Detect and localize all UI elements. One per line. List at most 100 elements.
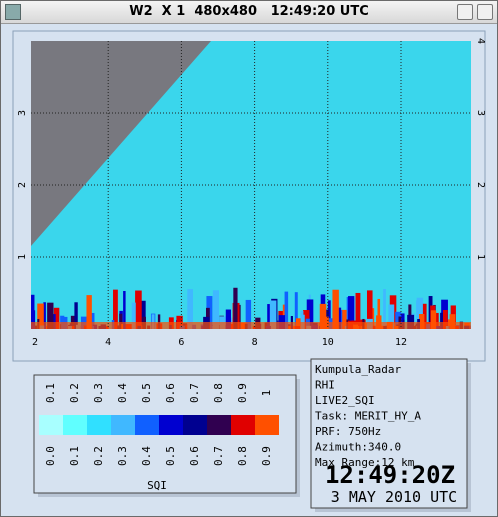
echo [319,303,327,329]
legend-lower-label: 0.8 [236,446,249,466]
echo [47,302,54,329]
echo [327,300,331,329]
echo [407,314,415,329]
x-tick-label: 12 [395,337,407,348]
echo [348,296,355,329]
echo [418,314,425,329]
legend-upper-label: 0.1 [44,383,57,403]
legend-lower-label: 0.4 [140,446,153,466]
legend-swatch [135,415,159,435]
legend-swatch [183,415,207,435]
echo [151,314,155,329]
echo [377,298,381,329]
legend-lower-label: 0.1 [68,446,81,466]
echo [245,299,252,329]
echo [135,290,142,329]
legend-swatch [255,415,279,435]
legend-swatch [231,415,255,435]
echo [300,310,304,329]
echo [337,307,342,329]
legend-upper-label: 0.4 [116,383,129,403]
legend-lower-label: 0.2 [92,446,105,466]
plot-frame [12,30,486,362]
legend: 0.1 0.0 0.2 0.1 0.3 0.2 0.4 0.3 0.5 0.4 0.6 0.5 0.7 0… [39,383,279,466]
window-title: W2 X 1 480x480 12:49:20 UTC [129,4,369,19]
legend-upper-label: 0.6 [164,383,177,403]
echo [123,291,126,329]
echo [233,287,238,329]
echo [86,295,92,329]
info-box [310,358,468,509]
echo [346,297,349,329]
echo [113,289,118,329]
echo [440,312,443,329]
echo [395,311,402,329]
info-line: LIVE2_SQI [315,394,375,407]
echo [366,290,373,329]
echo [119,313,123,329]
legend-lower-label: 0.5 [164,446,177,466]
echo [139,300,146,329]
echo [383,288,386,329]
legend-swatch [63,415,87,435]
info-time: 12:49:20Z [325,461,455,489]
info-line: Max Range:12 km [315,456,415,469]
legend-upper-label: 0.9 [236,383,249,403]
x-tick-label: 2 [32,337,38,348]
legend-swatch [111,415,135,435]
info-line: PRF: 750Hz [315,425,381,438]
echo [302,314,305,329]
info-line: RHI [315,379,335,392]
echo [332,289,339,329]
window-icon[interactable] [5,4,21,20]
legend-lower-label: 0.3 [116,446,129,466]
minimize-button[interactable] [457,4,473,20]
echo [187,289,193,329]
echo [74,302,78,329]
legend-upper-label: 0.3 [92,383,105,403]
y-tick-label: 1 [17,254,28,260]
echo [422,303,427,329]
legend-upper-label: 0.8 [212,383,225,403]
maximize-button[interactable] [477,4,493,20]
echo [388,304,395,329]
info-line: Kumpula_Radar [315,363,401,376]
ground-echo [31,322,471,329]
info-date: 3 MAY 2010 UTC [331,488,457,506]
echo [31,310,36,329]
echo [225,309,232,329]
echo [267,304,272,329]
legend-swatch [207,415,231,435]
y-tick-label: 1 [475,254,486,260]
y-tick-label: 4 [475,38,486,44]
x-tick-label: 4 [105,337,111,348]
echo [399,313,405,329]
info-line: Azimuth:340.0 [315,441,401,454]
echo [212,290,219,329]
legend-upper-label: 0.5 [140,383,153,403]
legend-title: SQI [147,479,167,492]
legend-lower-label: 0.6 [188,446,201,466]
echo [269,300,277,329]
y-tick-label: 2 [17,182,28,188]
legend-upper-label: 0.2 [68,383,81,403]
echo [430,310,437,329]
y-tick-label: 2 [475,182,486,188]
echo [55,308,59,329]
echo [449,314,456,329]
echo [294,292,298,329]
legend-lower-label: 0.0 [44,446,57,466]
legend-swatch [159,415,183,435]
echo [355,292,361,329]
x-tick-label: 8 [252,337,258,348]
echo [157,314,161,329]
x-tick-label: 10 [322,337,334,348]
legend-upper-label: 1 [260,390,273,397]
echo-clutter [31,287,471,329]
echo [284,291,289,329]
info-line: Task: MERIT_HY_A [315,410,421,423]
echo [43,302,46,329]
